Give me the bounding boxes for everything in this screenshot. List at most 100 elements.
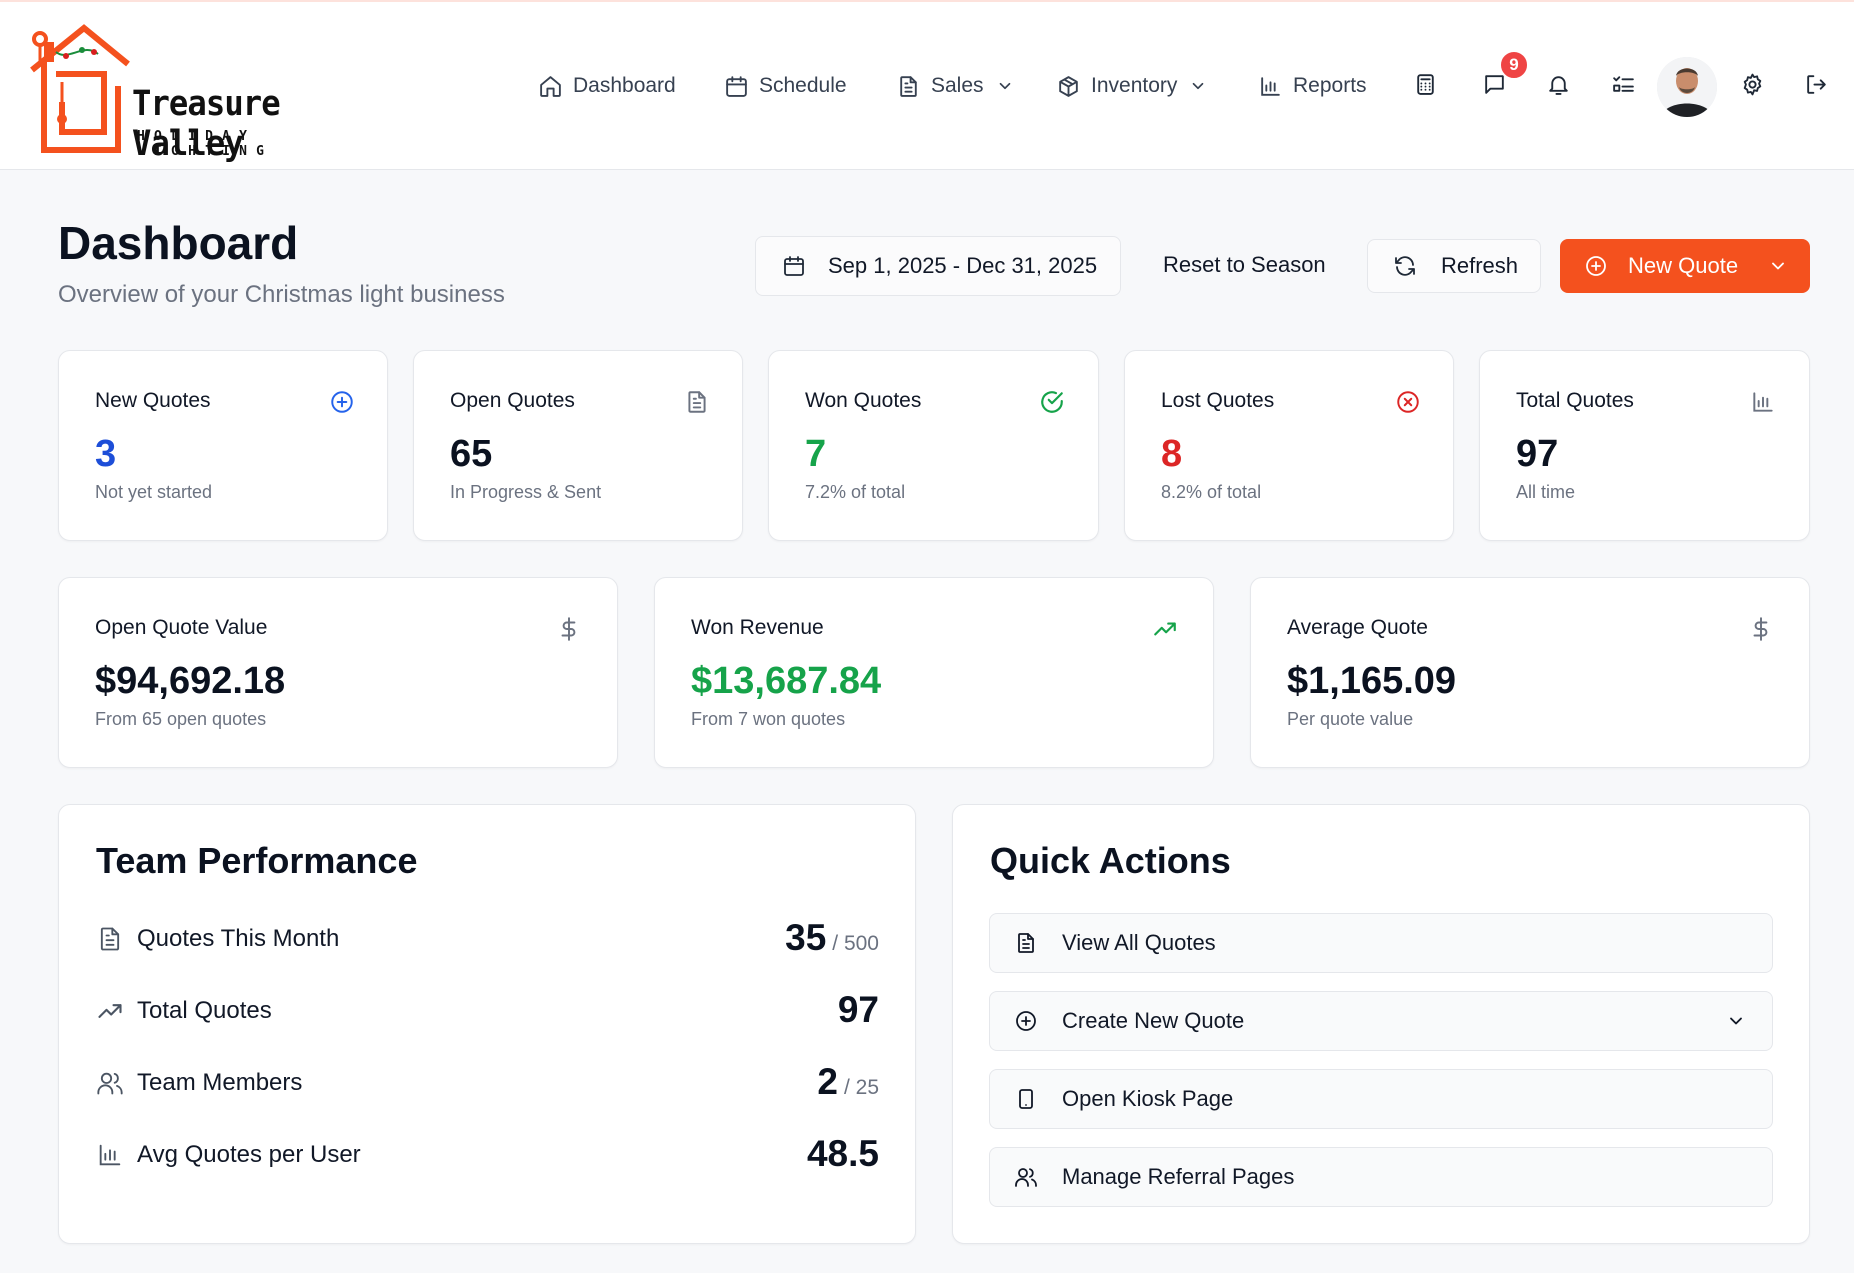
action-label: Manage Referral Pages <box>1062 1164 1295 1189</box>
chevron-down-icon <box>1730 1017 1742 1025</box>
user-avatar[interactable] <box>1657 57 1717 117</box>
stat-subtext: In Progress & Sent <box>450 482 602 502</box>
stat-label: Won Quotes <box>805 389 922 412</box>
new-quote-label: New Quote <box>1628 253 1739 278</box>
stat-subtext: Per quote value <box>1287 709 1414 729</box>
stat-label: Total Quotes <box>1516 389 1634 412</box>
perf-value: 48.5 <box>807 1133 879 1175</box>
perf-row-quotes-this-month: Quotes This Month 35/ 500 <box>96 917 879 959</box>
x-circle-icon <box>1395 389 1421 415</box>
notifications-button[interactable] <box>1542 68 1574 100</box>
calendar-icon <box>726 75 747 97</box>
calculator-button[interactable] <box>1409 68 1441 100</box>
chevron-down-icon <box>999 82 1010 90</box>
nav-schedule[interactable]: Schedule <box>724 66 847 106</box>
bar-chart-icon <box>1750 389 1776 415</box>
message-count-badge: 9 <box>1499 50 1529 80</box>
message-icon <box>1484 74 1504 94</box>
stat-card-open-quotes[interactable]: Open Quotes 65 In Progress & Sent <box>413 350 743 541</box>
nav-label: Inventory <box>1091 74 1178 97</box>
stat-card-open-quote-value[interactable]: Open Quote Value $94,692.18 From 65 open… <box>58 577 618 768</box>
document-icon <box>900 75 917 97</box>
perf-row-team-members: Team Members 2/ 25 <box>96 1061 879 1103</box>
nav-label: Reports <box>1293 74 1367 97</box>
page-title: Dashboard <box>58 217 299 269</box>
box-icon <box>1059 75 1078 97</box>
nav-inventory[interactable]: Inventory <box>1056 66 1207 106</box>
perf-label: Team Members <box>137 1069 303 1096</box>
plus-circle-icon <box>1586 256 1606 276</box>
view-all-quotes-button[interactable]: View All Quotes <box>989 913 1773 973</box>
action-label: Create New Quote <box>1062 1008 1245 1033</box>
tasks-button[interactable] <box>1607 68 1639 100</box>
check-circle-icon <box>1039 389 1065 415</box>
brand-logo[interactable]: Treasure Valley HOLIDAY LIGHTING <box>26 22 366 164</box>
logout-icon <box>1806 74 1826 94</box>
brand-tagline: HOLIDAY LIGHTING <box>137 129 274 159</box>
perf-number: 2 <box>817 1061 838 1102</box>
bar-chart-icon <box>1261 76 1280 96</box>
perf-limit: / 25 <box>843 1076 879 1099</box>
stat-label: Open Quotes <box>450 389 575 412</box>
perf-label: Quotes This Month <box>137 925 340 952</box>
panel-title: Quick Actions <box>990 840 1231 881</box>
perf-limit: / 500 <box>832 932 879 955</box>
messages-button[interactable] <box>1478 68 1510 100</box>
perf-value: 2/ 25 <box>817 1061 879 1103</box>
chevron-down-icon <box>1772 262 1784 270</box>
bell-icon <box>1548 75 1568 95</box>
users-icon <box>96 1069 124 1097</box>
nav-label: Dashboard <box>573 74 676 97</box>
panel-title: Team Performance <box>96 840 418 881</box>
open-kiosk-page-button[interactable]: Open Kiosk Page <box>989 1069 1773 1129</box>
nav-sales[interactable]: Sales <box>896 66 1014 106</box>
gear-icon <box>1743 73 1761 95</box>
refresh-label: Refresh <box>1441 253 1519 278</box>
nav-reports[interactable]: Reports <box>1258 66 1367 106</box>
quick-actions-panel: Quick Actions View All Quotes Create New… <box>952 804 1810 1244</box>
perf-value: 35/ 500 <box>785 917 879 959</box>
top-navigation-bar: Treasure Valley HOLIDAY LIGHTING Dashboa… <box>0 0 1854 170</box>
new-quote-button[interactable]: New Quote <box>1560 239 1810 293</box>
perf-value: 97 <box>838 989 879 1031</box>
manage-referral-pages-button[interactable]: Manage Referral Pages <box>989 1147 1773 1207</box>
document-icon <box>684 389 710 415</box>
stat-value: $13,687.84 <box>691 660 882 702</box>
stat-value: 8 <box>1161 433 1183 475</box>
stat-card-average-quote[interactable]: Average Quote $1,165.09 Per quote value <box>1250 577 1810 768</box>
stat-label: Lost Quotes <box>1161 389 1275 412</box>
home-icon <box>540 75 561 97</box>
page-subtitle: Overview of your Christmas light busines… <box>58 281 505 308</box>
stat-card-total-quotes[interactable]: Total Quotes 97 All time <box>1479 350 1810 541</box>
stat-card-new-quotes[interactable]: New Quotes 3 Not yet started <box>58 350 388 541</box>
settings-button[interactable] <box>1736 68 1768 100</box>
reset-to-season-button[interactable]: Reset to Season <box>1163 252 1326 277</box>
dollar-icon <box>1748 616 1774 642</box>
checklist-icon <box>1612 75 1634 92</box>
stat-value: 65 <box>450 433 493 475</box>
date-range-picker[interactable]: Sep 1, 2025 - Dec 31, 2025 <box>755 236 1121 296</box>
document-icon <box>1018 933 1034 953</box>
stat-label: Won Revenue <box>691 616 824 639</box>
stat-card-won-quotes[interactable]: Won Quotes 7 7.2% of total <box>768 350 1099 541</box>
plus-circle-icon <box>1016 1011 1036 1031</box>
calculator-icon <box>1416 73 1434 95</box>
stat-subtext: From 7 won quotes <box>691 709 846 729</box>
refresh-button[interactable]: Refresh <box>1367 239 1541 293</box>
user-photo-icon <box>1657 57 1717 117</box>
stat-value: 7 <box>805 433 827 475</box>
stat-subtext: All time <box>1516 482 1576 502</box>
perf-row-avg-quotes-per-user: Avg Quotes per User 48.5 <box>96 1133 879 1175</box>
dollar-icon <box>556 616 582 642</box>
create-new-quote-button[interactable]: Create New Quote <box>989 991 1773 1051</box>
chevron-down-icon <box>1193 82 1204 90</box>
plus-circle-icon <box>329 389 355 415</box>
nav-dashboard[interactable]: Dashboard <box>538 66 676 106</box>
logout-button[interactable] <box>1800 68 1832 100</box>
perf-number: 48.5 <box>806 1133 879 1174</box>
stat-card-won-revenue[interactable]: Won Revenue $13,687.84 From 7 won quotes <box>654 577 1214 768</box>
stat-card-lost-quotes[interactable]: Lost Quotes 8 8.2% of total <box>1124 350 1454 541</box>
trending-up-icon <box>96 997 124 1025</box>
stat-value: 97 <box>1516 433 1559 475</box>
team-performance-panel: Team Performance Quotes This Month 35/ 5… <box>58 804 916 1244</box>
